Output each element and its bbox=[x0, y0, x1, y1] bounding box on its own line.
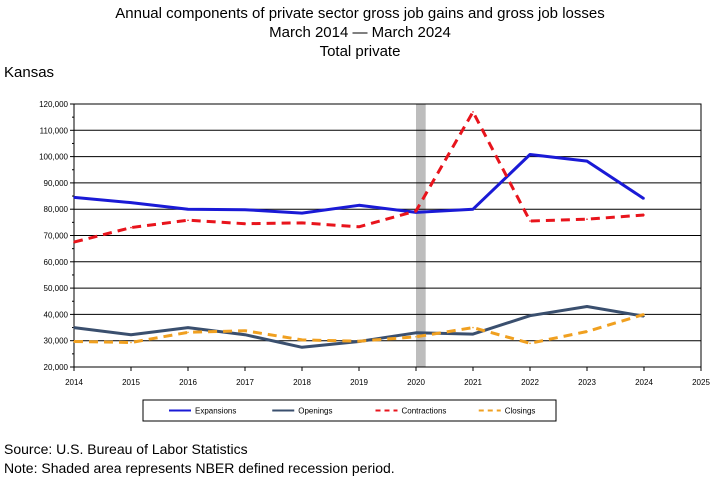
data-point-closings bbox=[415, 335, 417, 338]
data-point-contractions bbox=[73, 241, 75, 243]
data-point-openings bbox=[301, 346, 303, 349]
legend-label-expansions: Expansions bbox=[195, 407, 236, 416]
y-tick-label: 40,000 bbox=[44, 310, 69, 319]
data-point-openings bbox=[187, 326, 189, 329]
source-note: Source: U.S. Bureau of Labor Statistics bbox=[4, 441, 248, 457]
data-point-closings bbox=[529, 342, 531, 345]
data-point-closings bbox=[358, 340, 360, 343]
data-point-expansions bbox=[586, 160, 588, 162]
data-point-closings bbox=[472, 326, 474, 329]
data-point-contractions bbox=[586, 218, 588, 220]
x-tick-label: 2021 bbox=[464, 378, 482, 387]
data-point-expansions bbox=[529, 153, 531, 156]
x-tick-label: 2015 bbox=[122, 378, 140, 387]
data-point-closings bbox=[301, 339, 303, 341]
data-point-closings bbox=[187, 331, 189, 334]
chart-title-line-1: Annual components of private sector gros… bbox=[115, 5, 605, 22]
y-tick-label: 50,000 bbox=[44, 284, 69, 293]
data-point-openings bbox=[73, 326, 75, 329]
plot-frame bbox=[73, 103, 702, 368]
x-tick-label: 2020 bbox=[407, 378, 425, 387]
data-point-closings bbox=[73, 340, 75, 343]
data-point-contractions bbox=[643, 214, 645, 216]
data-point-openings bbox=[586, 305, 588, 308]
x-tick-label: 2018 bbox=[293, 378, 311, 387]
legend-label-openings: Openings bbox=[298, 407, 332, 416]
legend-label-closings: Closings bbox=[505, 407, 536, 416]
data-point-closings bbox=[130, 341, 132, 344]
data-point-openings bbox=[472, 333, 474, 335]
chart-title-line-3: Total private bbox=[319, 43, 401, 60]
data-point-expansions bbox=[301, 212, 303, 214]
x-tick-label: 2025 bbox=[692, 378, 710, 387]
y-tick-label: 110,000 bbox=[40, 126, 69, 135]
y-tick-label: 80,000 bbox=[44, 205, 69, 214]
y-tick-label: 100,000 bbox=[39, 153, 68, 162]
chart-title-line-2: March 2014 — March 2024 bbox=[269, 24, 451, 41]
data-point-openings bbox=[415, 332, 417, 334]
data-point-closings bbox=[643, 313, 645, 316]
recession-note: Note: Shaded area represents NBER define… bbox=[4, 460, 395, 476]
data-point-openings bbox=[130, 333, 132, 336]
series-line-expansions bbox=[73, 153, 645, 215]
data-point-expansions bbox=[73, 196, 75, 199]
y-tick-label: 120,000 bbox=[39, 100, 68, 109]
data-point-contractions bbox=[358, 226, 360, 228]
data-point-expansions bbox=[643, 197, 645, 200]
legend-box bbox=[142, 399, 557, 422]
data-point-contractions bbox=[415, 210, 417, 212]
x-tick-label: 2022 bbox=[521, 378, 539, 387]
data-point-closings bbox=[244, 329, 246, 332]
legend-label-contractions: Contractions bbox=[402, 407, 447, 416]
series-line-closings bbox=[73, 312, 645, 345]
x-tick-label: 2016 bbox=[179, 378, 197, 387]
data-point-contractions bbox=[244, 222, 246, 225]
data-point-openings bbox=[529, 314, 531, 317]
data-point-contractions bbox=[301, 222, 303, 224]
data-point-closings bbox=[586, 330, 588, 333]
data-point-contractions bbox=[130, 226, 132, 229]
x-tick-label: 2024 bbox=[635, 378, 653, 387]
data-point-contractions bbox=[187, 219, 189, 222]
data-point-expansions bbox=[244, 208, 246, 211]
series-line-contractions bbox=[73, 110, 645, 244]
y-tick-label: 30,000 bbox=[44, 337, 69, 346]
y-tick-label: 60,000 bbox=[44, 258, 69, 267]
data-point-contractions bbox=[472, 111, 474, 113]
data-point-expansions bbox=[187, 208, 189, 210]
x-tick-label: 2019 bbox=[350, 378, 368, 387]
data-point-expansions bbox=[130, 201, 132, 204]
y-tick-label: 20,000 bbox=[44, 363, 69, 372]
x-tick-label: 2014 bbox=[65, 378, 83, 387]
data-point-contractions bbox=[529, 220, 531, 222]
x-tick-label: 2023 bbox=[578, 378, 596, 387]
data-point-expansions bbox=[472, 208, 474, 210]
x-tick-label: 2017 bbox=[236, 378, 254, 387]
y-tick-label: 70,000 bbox=[44, 232, 69, 241]
y-tick-label: 90,000 bbox=[44, 179, 69, 188]
data-point-expansions bbox=[358, 204, 360, 207]
region-label: Kansas bbox=[4, 64, 55, 81]
data-point-openings bbox=[244, 333, 246, 336]
